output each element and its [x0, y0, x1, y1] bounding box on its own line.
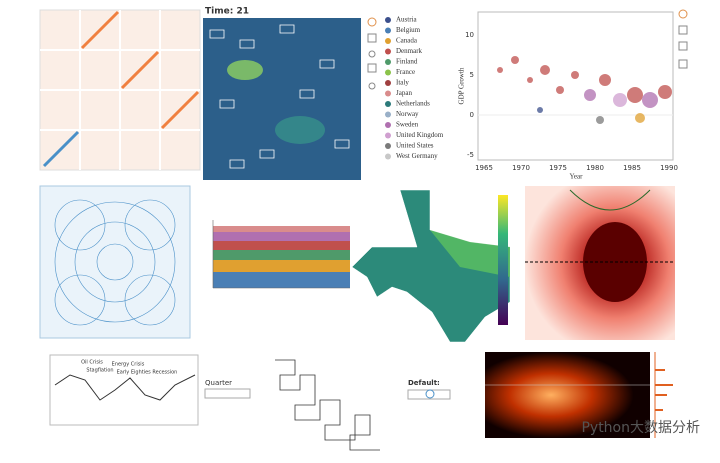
- legend-label: Austria: [396, 16, 418, 24]
- y-tick-label: -5: [467, 151, 474, 159]
- annotation: Stagflation: [86, 368, 113, 374]
- legend-label: Japan: [396, 89, 412, 97]
- dropdown[interactable]: [204, 388, 251, 399]
- widget-label: Default:: [408, 379, 440, 387]
- legend-swatch: [385, 111, 391, 118]
- y-axis-label: GDP Growth: [458, 67, 466, 104]
- x-tick-label: 1975: [549, 164, 567, 172]
- legend-label: Denmark: [396, 47, 423, 55]
- legend-swatch: [385, 27, 391, 34]
- x-tick-label: 1980: [586, 164, 604, 172]
- texas-map: [351, 189, 511, 343]
- legend-label: Belgium: [396, 26, 421, 34]
- y-tick-label: 5: [470, 71, 474, 79]
- scatter-matrix: [39, 9, 201, 171]
- legend-swatch: [385, 69, 391, 76]
- legend-swatch: [385, 80, 391, 86]
- legend-swatch: [385, 101, 391, 107]
- quarter-widget: Quarter: [204, 379, 251, 399]
- legend-swatch: [385, 17, 391, 23]
- legend-swatch: [385, 38, 391, 44]
- legend-swatch: [385, 59, 391, 65]
- x-tick-label: 1965: [475, 164, 493, 172]
- default-widget: Default:: [407, 379, 451, 400]
- legend: Austria Belgium Canada Denmark Finland France…: [385, 16, 444, 160]
- legend-label: Italy: [396, 79, 409, 87]
- circle-art: [39, 185, 191, 339]
- gdp-chart: GDP Growth Year 1965 1970 1975 1980 1985 1990…: [458, 9, 688, 181]
- legend-swatch: [385, 122, 391, 128]
- legend-swatch: [385, 153, 391, 160]
- annotation: Early Eighties Recession: [117, 370, 178, 376]
- image-plot: [485, 352, 673, 438]
- slider-handle[interactable]: [425, 389, 435, 399]
- legend-label: France: [396, 68, 415, 76]
- dragon-curve: [275, 359, 380, 451]
- annotation: Energy Crisis: [112, 362, 145, 368]
- legend-swatch: [385, 143, 391, 149]
- legend-label: West Germany: [396, 152, 438, 160]
- legend-swatch: [385, 132, 391, 139]
- watermark: Python大数据分析: [581, 420, 700, 436]
- heatmap-title: Time: 21: [205, 7, 249, 17]
- y-tick-label: 0: [470, 111, 474, 119]
- x-tick-label: 1970: [512, 164, 530, 172]
- heatmap-panel: Time: 21: [203, 7, 377, 180]
- legend-label: Sweden: [396, 121, 419, 129]
- toolbar: [367, 17, 377, 90]
- mandelbrot: [525, 186, 675, 340]
- x-axis-label: Year: [570, 173, 584, 181]
- legend-label: Netherlands: [396, 100, 430, 108]
- stacked-bars: [212, 220, 350, 289]
- legend-label: United Kingdom: [396, 131, 444, 139]
- legend-swatch: [385, 48, 391, 55]
- legend-label: United States: [396, 142, 434, 150]
- annotation: Oil Crisis: [81, 360, 103, 366]
- legend-swatch: [385, 90, 391, 97]
- legend-label: Finland: [396, 58, 418, 66]
- legend-label: Canada: [396, 37, 418, 45]
- x-tick-label: 1990: [660, 164, 678, 172]
- y-tick-label: 10: [465, 31, 474, 39]
- x-tick-label: 1985: [623, 164, 641, 172]
- widget-label: Quarter: [205, 379, 232, 387]
- legend-label: Norway: [396, 110, 419, 118]
